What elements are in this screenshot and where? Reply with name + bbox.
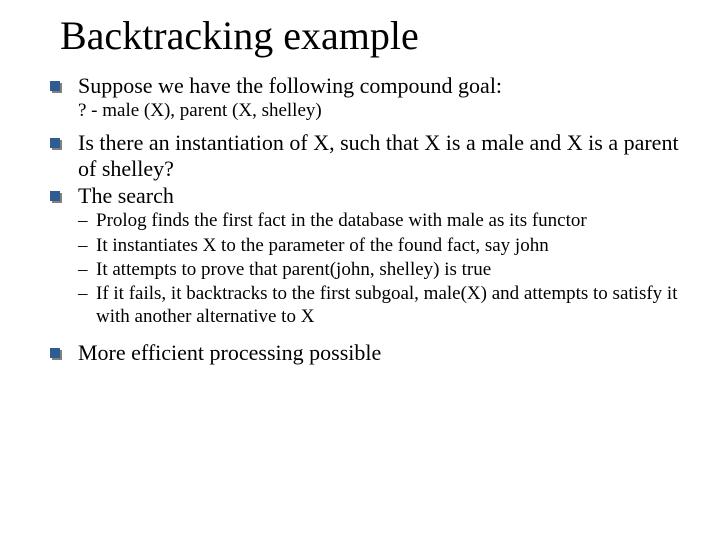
dash-bullet-item: It instantiates X to the parameter of th… — [78, 235, 700, 257]
slide: Backtracking example Suppose we have the… — [0, 0, 720, 540]
bullet-item: More efficient processing possible — [50, 340, 700, 365]
bullet-item: Is there an instantiation of X, such tha… — [50, 130, 700, 181]
square-bullet-icon — [50, 348, 62, 360]
square-bullet-icon — [50, 81, 62, 93]
square-bullet-icon — [50, 138, 62, 150]
sub-bullet-text: ? - male (X), parent (X, shelley) — [78, 100, 322, 121]
slide-content: Suppose we have the following compound g… — [50, 73, 700, 366]
bullet-text: The search — [78, 183, 174, 208]
bullet-text: Suppose we have the following compound g… — [78, 73, 502, 98]
square-bullet-icon — [50, 191, 62, 203]
dash-bullet-text: It attempts to prove that parent(john, s… — [96, 259, 491, 280]
bullet-text: More efficient processing possible — [78, 340, 381, 365]
dash-bullet-item: Prolog finds the first fact in the datab… — [78, 210, 700, 232]
dash-bullet-text: If it fails, it backtracks to the first … — [96, 283, 677, 326]
bullet-item: Suppose we have the following compound g… — [50, 73, 700, 98]
spacer — [50, 330, 700, 340]
bullet-item: The search — [50, 183, 700, 208]
dash-bullet-text: Prolog finds the first fact in the datab… — [96, 210, 587, 231]
dash-bullet-item: If it fails, it backtracks to the first … — [78, 283, 700, 328]
sub-bullet-item: ? - male (X), parent (X, shelley) — [78, 100, 700, 122]
bullet-text: Is there an instantiation of X, such tha… — [78, 130, 679, 180]
dash-bullet-text: It instantiates X to the parameter of th… — [96, 235, 549, 256]
dash-bullet-item: It attempts to prove that parent(john, s… — [78, 259, 700, 281]
slide-title: Backtracking example — [60, 12, 700, 59]
